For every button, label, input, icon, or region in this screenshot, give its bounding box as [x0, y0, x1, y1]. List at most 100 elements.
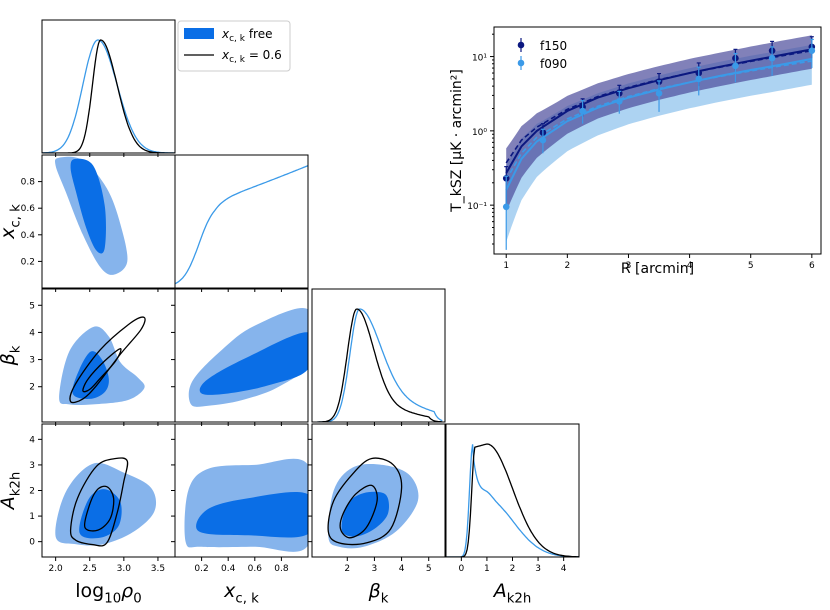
x-tick-label: 0.4 — [221, 564, 236, 574]
panel-frame — [174, 154, 309, 289]
x-tick-label: 0 — [458, 564, 464, 574]
posterior-fixed-rho — [42, 39, 175, 153]
contour-fixed-68 — [339, 484, 378, 539]
posterior-fixed-beta — [317, 308, 443, 422]
x-tick-label: 2.0 — [48, 564, 63, 574]
x-tick-label: 2.5 — [83, 564, 97, 574]
f090-point — [732, 62, 739, 70]
corner-legend: xc, k free xc, k = 0.6 — [177, 20, 291, 72]
x-axis-label-rho: log10ρ0 — [75, 580, 141, 607]
y-tick-label: 3 — [29, 461, 35, 471]
ksz-y-tick-label: 10⁰ — [472, 128, 487, 138]
x-tick-label: 3 — [535, 564, 541, 574]
contour-fixed-68 — [82, 348, 122, 393]
posterior-fixed-a2h — [446, 443, 579, 557]
x-tick-label: 3 — [372, 564, 378, 574]
x-tick-label: 1 — [484, 564, 490, 574]
ksz-x-axis-label: R [arcmin] — [621, 261, 694, 277]
posterior-free-beta — [317, 308, 443, 422]
y-tick-label: 4 — [29, 435, 35, 445]
ksz-legend-label-f150: f150 — [540, 39, 567, 53]
x-tick-label: 3.0 — [117, 564, 132, 574]
y-tick-label: 4 — [29, 328, 35, 338]
y-tick-label: 0.8 — [21, 178, 36, 188]
y-tick-label: 0 — [29, 538, 35, 548]
y-tick-label: 2 — [29, 487, 35, 497]
panel-xck-vs-xck — [174, 154, 309, 292]
posterior-free-a2h — [446, 444, 579, 557]
ksz-legend-marker-f090 — [517, 59, 525, 67]
ksz-legend-marker-f150 — [517, 41, 525, 49]
panel-rho-vs-xck: 0.2 0.4 0.6 0.8 — [21, 154, 176, 292]
panel-beta-vs-beta — [311, 288, 446, 426]
panel-xck-vs-a2h: 0.2 0.4 0.6 0.8 — [171, 423, 309, 574]
contour-fixed-95 — [69, 316, 146, 404]
f090-model-band — [506, 44, 812, 242]
x-tick-label: 3.5 — [151, 564, 165, 574]
x-axis-label-beta: βk — [368, 580, 389, 607]
panel-frame — [445, 423, 580, 558]
y-tick-label: 5 — [29, 301, 35, 311]
f090-point — [808, 47, 816, 54]
ksz-x-tick-label: 3 — [626, 261, 632, 271]
x-tick-label: 2 — [344, 564, 350, 574]
f090-point — [539, 136, 547, 144]
x-tick-label: 0.8 — [274, 564, 289, 574]
contour-fixed-95 — [327, 457, 403, 546]
ksz-frame — [493, 26, 822, 255]
x-tick-label: 4 — [561, 564, 567, 574]
y-tick-label: 2 — [29, 383, 35, 393]
ksz-legend-label-f090: f090 — [540, 57, 567, 71]
panel-a2h-vs-a2h: 0 1 2 3 4 — [445, 423, 580, 574]
panel-xck-vs-beta — [171, 288, 309, 426]
legend-label-fixed: xc, k = 0.6 — [221, 48, 282, 65]
panel-rho-vs-a2h: 2.0 2.5 3.0 3.5 0 1 2 3 4 — [29, 423, 176, 574]
contour-free-68 — [199, 332, 308, 395]
ksz-x-tick-label: 6 — [809, 261, 815, 271]
y-tick-label: 0.4 — [21, 231, 36, 241]
posterior-free-xck — [175, 165, 308, 285]
f090-point — [695, 75, 703, 83]
x-tick-label: 0.2 — [194, 564, 208, 574]
f090-point — [768, 54, 776, 62]
y-axis-label-beta: βk — [0, 345, 24, 366]
y-axis-label-a2h: Ak2h — [0, 472, 24, 512]
ksz-y-tick-label: 10¹ — [472, 54, 487, 64]
f090-point — [615, 97, 623, 105]
x-tick-label: 4 — [399, 564, 405, 574]
f090-point — [579, 107, 586, 115]
f090-model-dashed-line — [505, 60, 812, 181]
contour-free-68 — [79, 489, 122, 539]
legend-swatch-free — [184, 28, 214, 39]
y-tick-label: 1 — [29, 512, 35, 522]
panel-frame — [311, 288, 446, 423]
f150-model-dashed-line — [505, 49, 812, 164]
contour-free-68 — [196, 492, 308, 538]
contour-free-68 — [70, 158, 106, 254]
panel-rho-vs-rho — [41, 19, 176, 157]
ksz-x-tick-label: 4 — [687, 261, 693, 271]
f090-point — [502, 203, 510, 211]
y-tick-label: 3 — [29, 356, 35, 366]
legend-label-free: xc, k free — [221, 27, 272, 44]
contour-fixed-68 — [83, 485, 115, 532]
panel-frame — [41, 19, 176, 154]
posterior-free-rho — [42, 39, 175, 153]
x-tick-label: 2 — [510, 564, 516, 574]
ksz-profile-plot: 1 2 3 4 5 6 10⁻¹ 10⁰ 10¹ R [arcmin] T_kSZ [μK · ar… — [449, 26, 822, 277]
x-tick-label: 5 — [426, 564, 432, 574]
contour-fixed-95 — [69, 457, 129, 547]
ksz-x-tick-label: 1 — [503, 261, 509, 271]
ksz-x-tick-label: 5 — [748, 261, 754, 271]
f090-model-line — [505, 57, 812, 191]
panel-beta-vs-a2h: 2 3 4 5 — [308, 423, 446, 574]
x-tick-label: 0.6 — [248, 564, 263, 574]
x-axis-label-a2h: Ak2h — [492, 580, 532, 607]
y-tick-label: 0.2 — [21, 257, 35, 267]
y-tick-label: 0.6 — [21, 204, 36, 214]
f090-point — [655, 90, 663, 97]
ksz-y-tick-label: 10⁻¹ — [467, 202, 487, 212]
x-axis-label-xck: xc, k — [223, 580, 259, 607]
